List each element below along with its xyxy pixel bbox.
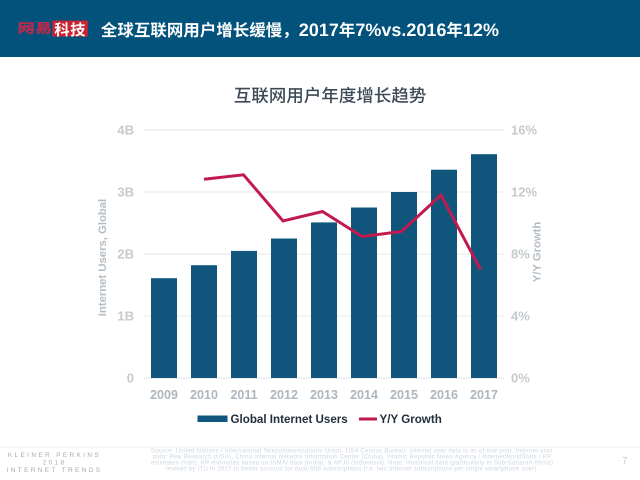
svg-text:0: 0	[127, 371, 134, 386]
svg-text:2014: 2014	[350, 388, 378, 402]
svg-text:KLEINER PERKINS: KLEINER PERKINS	[8, 452, 101, 459]
svg-text:4B: 4B	[117, 123, 134, 138]
svg-text:8%: 8%	[511, 247, 530, 262]
svg-text:2009: 2009	[150, 388, 178, 402]
svg-text:4%: 4%	[511, 309, 530, 324]
svg-text:0%: 0%	[511, 371, 530, 386]
svg-text:7: 7	[622, 456, 628, 467]
svg-text:Source: United Nations / Inter: Source: United Nations / International T…	[151, 449, 553, 455]
svg-text:2015: 2015	[390, 388, 418, 402]
svg-text:Y/Y Growth: Y/Y Growth	[532, 222, 544, 283]
svg-text:2B: 2B	[117, 247, 134, 262]
svg-text:2018: 2018	[43, 460, 67, 467]
svg-text:2012: 2012	[270, 388, 298, 402]
svg-text:Global Internet Users: Global Internet Users	[231, 413, 348, 426]
svg-text:2011: 2011	[230, 388, 257, 402]
svg-text:2010: 2010	[190, 388, 218, 402]
svg-text:Y/Y Growth: Y/Y Growth	[380, 413, 442, 426]
svg-text:Internet Users, Global: Internet Users, Global	[97, 199, 109, 316]
svg-text:3B: 3B	[117, 185, 134, 200]
svg-text:2016: 2016	[430, 388, 458, 402]
svg-text:data: Pew Research (USA), Chin: data: Pew Research (USA), China Internet…	[153, 455, 552, 461]
svg-text:12%: 12%	[511, 185, 537, 200]
svg-text:revised by ITU in 2017 to bett: revised by ITU in 2017 to better account…	[166, 467, 539, 473]
svg-text:estimates (Iran). KP estimates: estimates (Iran). KP estimates based on …	[151, 461, 553, 467]
svg-text:16%: 16%	[511, 123, 537, 138]
svg-text:INTERNET TRENDS: INTERNET TRENDS	[7, 467, 103, 474]
svg-text:2013: 2013	[310, 388, 338, 402]
svg-text:2017: 2017	[470, 388, 498, 402]
svg-text:1B: 1B	[117, 309, 134, 324]
